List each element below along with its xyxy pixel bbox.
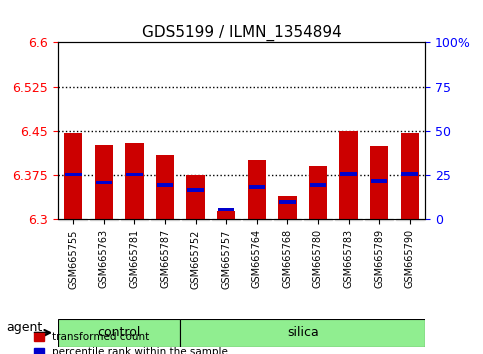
Bar — [370, 146, 388, 219]
Bar — [95, 144, 113, 219]
Bar — [126, 173, 142, 176]
Bar — [371, 179, 387, 183]
Legend: transformed count, percentile rank within the sample: transformed count, percentile rank withi… — [29, 328, 232, 354]
Text: control: control — [98, 326, 141, 339]
Text: agent: agent — [6, 321, 42, 333]
FancyBboxPatch shape — [180, 319, 425, 347]
Bar — [157, 183, 173, 187]
Bar — [218, 208, 234, 211]
Bar — [248, 160, 266, 219]
Bar — [125, 143, 143, 219]
Bar — [96, 181, 112, 184]
Bar — [156, 155, 174, 219]
Bar — [279, 200, 296, 204]
Bar — [217, 211, 235, 219]
FancyBboxPatch shape — [58, 319, 180, 347]
Title: GDS5199 / ILMN_1354894: GDS5199 / ILMN_1354894 — [142, 25, 341, 41]
Bar — [310, 183, 326, 187]
Text: silica: silica — [287, 326, 319, 339]
Bar — [278, 196, 297, 219]
Bar — [65, 173, 82, 176]
Bar — [400, 133, 419, 219]
Bar — [341, 172, 357, 176]
Bar — [64, 133, 83, 219]
Bar — [401, 172, 418, 176]
Bar — [309, 166, 327, 219]
Bar — [186, 175, 205, 219]
Bar — [249, 185, 265, 189]
Bar — [340, 131, 358, 219]
Bar — [187, 188, 204, 192]
